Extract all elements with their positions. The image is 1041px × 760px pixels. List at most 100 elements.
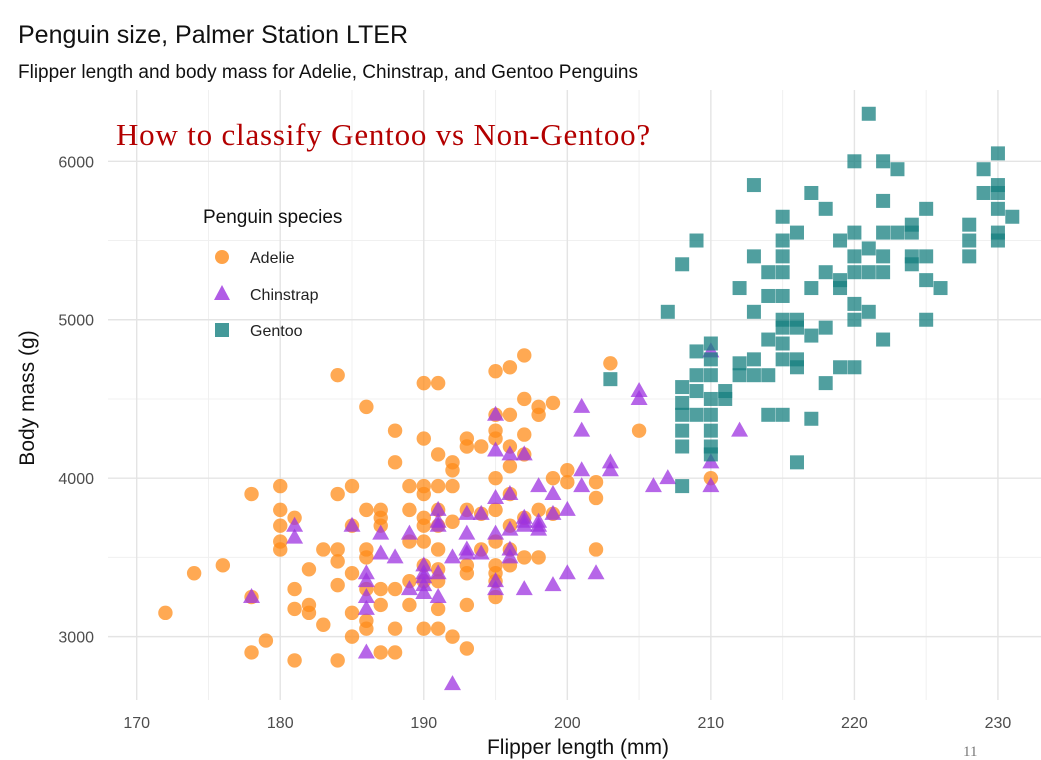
point-adelie xyxy=(344,478,360,494)
point-adelie xyxy=(430,375,446,391)
point-adelie xyxy=(387,581,403,597)
point-gentoo xyxy=(775,336,790,351)
point-adelie xyxy=(373,510,388,525)
page-number: 11 xyxy=(963,744,977,760)
point-gentoo xyxy=(818,265,833,280)
point-chinstrap xyxy=(386,548,404,564)
point-gentoo xyxy=(732,368,747,383)
point-adelie xyxy=(459,566,475,581)
y-tick-labels: 3000 4000 5000 6000 xyxy=(58,154,94,646)
point-gentoo xyxy=(904,257,919,272)
point-gentoo xyxy=(775,265,790,280)
point-gentoo xyxy=(847,249,862,264)
point-chinstrap xyxy=(415,568,433,584)
point-adelie xyxy=(531,407,546,423)
point-gentoo xyxy=(675,257,690,272)
point-gentoo xyxy=(775,320,790,335)
point-adelie xyxy=(359,621,374,636)
point-adelie xyxy=(402,597,417,613)
point-gentoo xyxy=(904,217,919,232)
point-adelie xyxy=(459,439,475,454)
point-chinstrap xyxy=(544,485,562,501)
point-gentoo xyxy=(833,360,848,375)
point-adelie xyxy=(287,653,302,668)
point-gentoo xyxy=(861,241,876,256)
point-chinstrap xyxy=(487,441,505,457)
point-chinstrap xyxy=(415,576,433,592)
point-gentoo xyxy=(833,281,848,296)
point-adelie xyxy=(517,550,532,565)
point-gentoo xyxy=(675,479,690,494)
point-gentoo xyxy=(675,439,690,454)
point-gentoo xyxy=(703,336,718,351)
point-adelie xyxy=(488,431,503,446)
point-gentoo xyxy=(833,233,848,248)
point-chinstrap xyxy=(544,504,562,520)
point-gentoo xyxy=(876,225,891,240)
point-chinstrap xyxy=(472,504,490,520)
point-gentoo xyxy=(689,407,704,422)
point-adelie xyxy=(459,641,475,656)
point-adelie xyxy=(430,447,446,462)
point-adelie xyxy=(287,581,302,597)
point-chinstrap xyxy=(400,524,418,540)
point-adelie xyxy=(502,360,518,375)
point-adelie xyxy=(387,455,403,470)
point-gentoo xyxy=(703,407,718,422)
point-adelie xyxy=(215,558,231,573)
point-adelie xyxy=(502,407,518,423)
point-chinstrap xyxy=(458,504,476,520)
point-gentoo xyxy=(962,233,977,248)
point-gentoo xyxy=(775,407,790,422)
point-chinstrap xyxy=(573,397,591,413)
point-chinstrap xyxy=(458,524,476,540)
point-chinstrap xyxy=(357,588,375,604)
point-adelie xyxy=(330,653,345,668)
point-gentoo xyxy=(660,304,675,319)
y-tick-label: 4000 xyxy=(58,471,94,488)
point-adelie xyxy=(344,605,360,621)
point-adelie xyxy=(316,617,331,632)
point-chinstrap xyxy=(515,580,533,596)
point-chinstrap xyxy=(443,548,461,564)
point-chinstrap xyxy=(573,421,591,437)
point-chinstrap xyxy=(501,520,519,536)
legend-marker-adelie xyxy=(215,250,229,264)
grid xyxy=(108,90,1041,700)
point-gentoo xyxy=(919,249,934,264)
point-gentoo xyxy=(919,201,934,216)
point-gentoo xyxy=(847,154,862,169)
point-gentoo xyxy=(919,312,934,327)
point-gentoo xyxy=(847,312,862,327)
point-adelie xyxy=(445,514,460,529)
point-adelie xyxy=(244,645,259,660)
point-adelie xyxy=(387,423,403,438)
point-chinstrap xyxy=(286,516,304,532)
legend-title: Penguin species xyxy=(203,207,342,228)
point-adelie xyxy=(402,502,417,518)
point-gentoo xyxy=(718,391,733,406)
point-adelie xyxy=(517,391,532,407)
point-gentoo xyxy=(689,384,704,399)
point-adelie xyxy=(445,629,460,644)
point-adelie xyxy=(502,459,518,474)
point-gentoo xyxy=(789,455,804,470)
point-chinstrap xyxy=(458,540,476,556)
x-tick-labels: 170 180 190 200 210 220 230 xyxy=(123,715,1011,732)
y-tick-label: 3000 xyxy=(58,630,94,647)
x-tick-label: 170 xyxy=(123,715,150,732)
point-chinstrap xyxy=(429,500,447,516)
x-tick-label: 180 xyxy=(267,715,294,732)
legend-marker-chinstrap xyxy=(214,285,230,300)
x-tick-label: 230 xyxy=(985,715,1012,732)
x-tick-label: 220 xyxy=(841,715,868,732)
point-adelie xyxy=(359,550,374,565)
point-chinstrap xyxy=(659,469,677,485)
point-chinstrap xyxy=(573,461,591,477)
point-gentoo xyxy=(675,423,690,438)
point-gentoo xyxy=(962,249,977,264)
point-adelie xyxy=(273,518,288,533)
point-gentoo xyxy=(990,146,1005,161)
point-gentoo xyxy=(847,225,862,240)
point-adelie xyxy=(244,486,259,502)
